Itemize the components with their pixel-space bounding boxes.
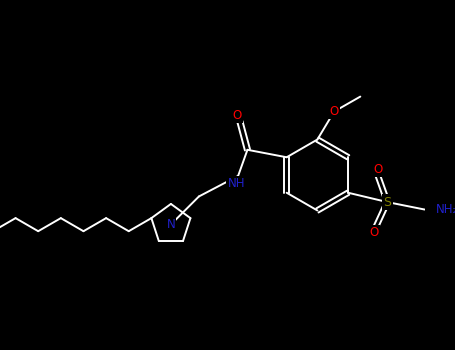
Text: O: O: [369, 226, 379, 239]
Text: S: S: [383, 196, 391, 209]
Text: NH₂: NH₂: [436, 203, 455, 216]
Text: O: O: [329, 105, 339, 118]
Text: N: N: [167, 218, 175, 231]
Text: O: O: [233, 109, 242, 122]
Text: NH: NH: [228, 177, 245, 190]
Text: O: O: [374, 163, 383, 176]
